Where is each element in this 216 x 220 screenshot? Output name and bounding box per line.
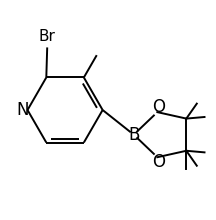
Text: Br: Br xyxy=(39,29,56,44)
Text: O: O xyxy=(152,98,165,116)
Text: N: N xyxy=(17,101,29,119)
Text: B: B xyxy=(128,126,140,144)
Text: O: O xyxy=(152,153,165,171)
